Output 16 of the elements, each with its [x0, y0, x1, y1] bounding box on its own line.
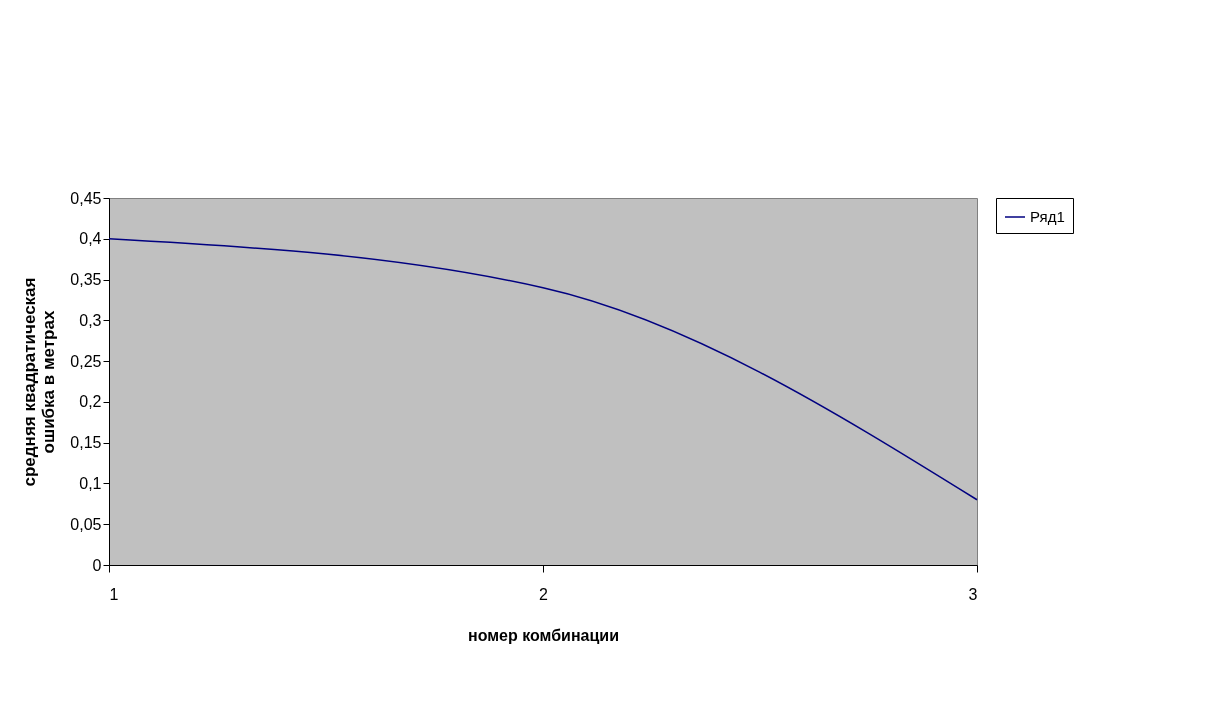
y-tick-label: 0,05 [70, 515, 102, 533]
y-tick-label: 0,4 [79, 230, 102, 248]
x-tick-label: 2 [539, 585, 549, 603]
y-tick-label: 0,2 [79, 393, 102, 411]
y-tick-label: 0,25 [70, 352, 102, 370]
y-tick-label: 0,1 [79, 474, 102, 492]
y-tick-label: 0,3 [79, 311, 102, 329]
x-axis-title: номер комбинации [468, 626, 619, 644]
x-tick-label: 3 [968, 585, 978, 603]
y-tick-label: 0,15 [70, 434, 102, 452]
y-tick-label: 0,35 [70, 271, 102, 289]
y-tick-label: 0,45 [70, 189, 102, 207]
y-tick-label: 0 [92, 556, 102, 574]
legend-label: Ряд1 [1030, 208, 1065, 225]
x-tick-label: 1 [109, 585, 119, 603]
y-axis-title: средняя квадратическая ошибка в метрах [20, 277, 59, 487]
